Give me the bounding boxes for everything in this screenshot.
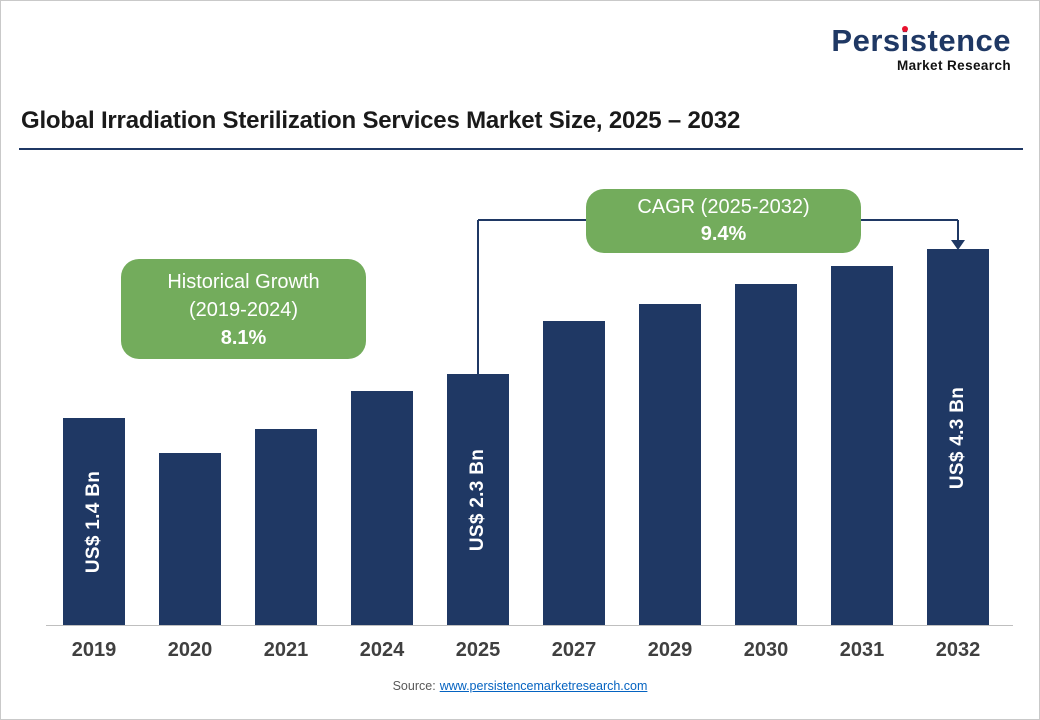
connector-line-left xyxy=(478,219,586,221)
x-tick-2029: 2029 xyxy=(647,639,693,661)
page-title: Global Irradiation Sterilization Service… xyxy=(21,107,741,134)
bar-value-label-2032: US$ 4.3 Bn xyxy=(947,386,969,489)
pmr-logo: Persistence Market Research xyxy=(831,25,1011,73)
x-tick-2021: 2021 xyxy=(263,639,309,661)
connector-line-2025 xyxy=(477,220,479,375)
cagr-value: 9.4% xyxy=(700,223,747,245)
title-underline xyxy=(19,148,1023,150)
historical-growth-label: Historical Growth xyxy=(167,271,320,293)
bar-2031 xyxy=(831,266,893,626)
historical-growth-period: (2019-2024) xyxy=(189,299,298,321)
x-tick-2025: 2025 xyxy=(455,639,501,661)
x-tick-2032: 2032 xyxy=(935,639,981,661)
connector-line-right xyxy=(861,219,958,221)
bar-2032: US$ 4.3 Bn xyxy=(927,249,989,626)
bar-value-label-2025: US$ 2.3 Bn xyxy=(467,448,489,552)
bar-2020 xyxy=(159,453,221,626)
plot-area: US$ 1.4 Bn US$ 2.3 Bn US$ 4.3 Bn xyxy=(46,161,1013,626)
bar-2021 xyxy=(255,429,317,626)
connector-line-2032 xyxy=(957,220,959,241)
logo-text-part2: stence xyxy=(909,23,1011,58)
x-axis-labels: 2019 2020 2021 2024 2025 2027 2029 2030 2031 2032 xyxy=(46,639,1013,669)
x-tick-2019: 2019 xyxy=(71,639,117,661)
source-line: Source: www.persistencemarketresearch.com xyxy=(1,679,1039,693)
x-tick-2031: 2031 xyxy=(839,639,885,661)
logo-wordmark: Persistence xyxy=(831,25,1011,56)
x-tick-2030: 2030 xyxy=(743,639,789,661)
cagr-label: CAGR (2025-2032) xyxy=(637,196,810,218)
bar-2027 xyxy=(543,321,605,626)
logo-red-dot-i: i xyxy=(900,23,910,58)
bar-2030 xyxy=(735,284,797,626)
historical-growth-value: 8.1% xyxy=(220,327,267,349)
logo-text-part1: Pers xyxy=(831,23,901,58)
x-tick-2024: 2024 xyxy=(359,639,405,661)
logo-subtitle: Market Research xyxy=(896,58,1011,73)
arrow-down-icon xyxy=(951,240,965,250)
bar-2024 xyxy=(351,391,413,626)
x-tick-2020: 2020 xyxy=(167,639,213,661)
cagr-badge: CAGR (2025-2032) 9.4% xyxy=(586,189,861,253)
source-link[interactable]: www.persistencemarketresearch.com xyxy=(439,679,648,693)
bar-value-label-2019: US$ 1.4 Bn xyxy=(83,470,105,574)
historical-growth-badge: Historical Growth (2019-2024) 8.1% xyxy=(121,259,366,359)
bar-2025: US$ 2.3 Bn xyxy=(447,374,509,626)
bar-2029 xyxy=(639,304,701,626)
x-tick-2027: 2027 xyxy=(551,639,597,661)
bar-2019: US$ 1.4 Bn xyxy=(63,418,125,626)
x-axis xyxy=(46,625,1013,626)
source-label: Source: xyxy=(392,679,436,693)
